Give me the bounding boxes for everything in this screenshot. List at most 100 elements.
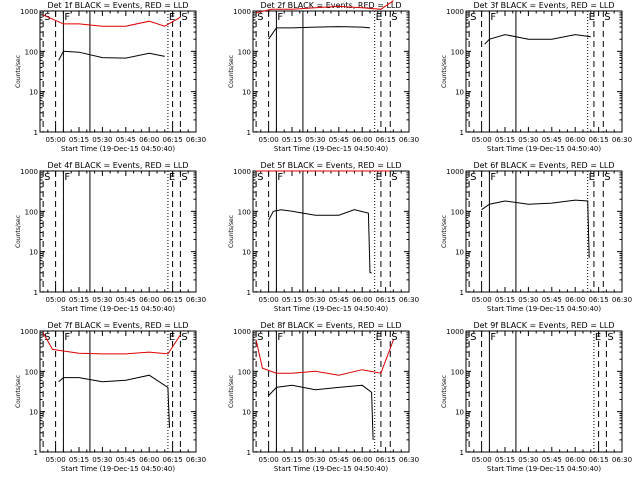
x-tick-label: 05:30 xyxy=(92,136,112,144)
marker-label: S xyxy=(470,332,476,343)
x-tick-label: 06:30 xyxy=(186,456,206,464)
y-tick-label: 10 xyxy=(29,89,38,97)
y-tick-label: 1 xyxy=(34,449,38,457)
marker-label: E xyxy=(169,332,175,343)
y-tick-label: 1000 xyxy=(20,8,38,16)
marker-label: F xyxy=(277,172,283,183)
x-tick-label: 05:30 xyxy=(92,296,112,304)
chart-title: Det 1f BLACK = Events, RED = LLD xyxy=(47,1,188,10)
chart-panel-2: Det 2f BLACK = Events, RED = LLD 1 10 100 10… xyxy=(228,0,419,153)
x-tick-label: 05:30 xyxy=(305,136,325,144)
x-tick-label: 05:45 xyxy=(329,456,349,464)
y-tick-label: 100 xyxy=(238,48,251,56)
chart-panel-6: Det 6f BLACK = Events, RED = LLD 1 10 100 10… xyxy=(441,161,632,313)
chart-panel-7: Det 7f BLACK = Events, RED = LLD 1 10 100 10… xyxy=(15,321,206,473)
x-tick-label: 05:30 xyxy=(518,296,538,304)
series-line-events xyxy=(58,374,170,428)
x-tick-label: 06:30 xyxy=(612,136,632,144)
y-axis-label: Counts/sec xyxy=(15,55,22,88)
marker-label: F xyxy=(277,12,283,23)
y-axis-label: Counts/sec xyxy=(441,215,448,248)
x-tick-label: 06:30 xyxy=(186,136,206,144)
marker-label: S xyxy=(604,172,610,183)
x-tick-label: 06:30 xyxy=(399,136,419,144)
x-tick-label: 06:00 xyxy=(565,456,585,464)
x-tick-label: 05:15 xyxy=(69,456,89,464)
x-tick-label: 06:30 xyxy=(612,456,632,464)
y-tick-label: 1000 xyxy=(446,8,464,16)
x-axis-label: Start Time (19-Dec-15 04:50:40) xyxy=(274,465,388,473)
y-tick-label: 10 xyxy=(29,249,38,257)
x-tick-label: 06:00 xyxy=(352,136,372,144)
series-line-events xyxy=(58,50,165,61)
marker-label: F xyxy=(490,12,496,23)
x-tick-label: 05:00 xyxy=(259,456,279,464)
y-tick-label: 10 xyxy=(455,249,464,257)
marker-label: E xyxy=(376,172,382,183)
y-tick-label: 100 xyxy=(25,368,38,376)
chart-title: Det 4f BLACK = Events, RED = LLD xyxy=(47,161,188,170)
chart-panel-1: Det 1f BLACK = Events, RED = LLD 1 10 100 10… xyxy=(15,1,206,153)
y-tick-label: 1000 xyxy=(446,328,464,336)
x-tick-label: 05:00 xyxy=(472,136,492,144)
x-axis-label: Start Time (19-Dec-15 04:50:40) xyxy=(487,465,601,473)
y-tick-label: 1000 xyxy=(233,328,251,336)
chart-title: Det 5f BLACK = Events, RED = LLD xyxy=(260,161,401,170)
x-tick-label: 05:00 xyxy=(46,136,66,144)
marker-label: S xyxy=(391,172,397,183)
y-tick-label: 10 xyxy=(242,249,251,257)
x-tick-label: 05:45 xyxy=(116,296,136,304)
x-tick-label: 05:45 xyxy=(329,296,349,304)
marker-label: E xyxy=(376,332,382,343)
x-tick-label: 05:30 xyxy=(305,456,325,464)
x-tick-label: 05:45 xyxy=(116,136,136,144)
x-tick-label: 05:45 xyxy=(542,296,562,304)
x-tick-label: 06:30 xyxy=(399,296,419,304)
y-axis-label: Counts/sec xyxy=(441,55,448,88)
marker-label: E xyxy=(589,172,595,183)
x-tick-label: 05:00 xyxy=(259,136,279,144)
x-tick-label: 05:15 xyxy=(495,296,515,304)
y-tick-label: 100 xyxy=(25,208,38,216)
series-line-events xyxy=(268,26,371,40)
chart-title: Det 6f BLACK = Events, RED = LLD xyxy=(473,161,614,170)
marker-label: S xyxy=(470,12,476,23)
series-line-lld xyxy=(255,339,394,376)
chart-title: Det 8f BLACK = Events, RED = LLD xyxy=(260,321,401,330)
x-tick-label: 06:00 xyxy=(352,456,372,464)
x-tick-label: 06:15 xyxy=(589,456,609,464)
x-tick-label: 05:45 xyxy=(542,136,562,144)
y-tick-label: 100 xyxy=(238,368,251,376)
marker-label: F xyxy=(64,172,70,183)
x-tick-label: 05:15 xyxy=(69,136,89,144)
y-axis-label: Counts/sec xyxy=(15,375,22,408)
x-tick-label: 05:00 xyxy=(46,456,66,464)
marker-label: S xyxy=(604,12,610,23)
x-tick-label: 05:30 xyxy=(305,296,325,304)
x-tick-label: 06:15 xyxy=(163,136,183,144)
x-tick-label: 05:00 xyxy=(46,296,66,304)
chart-title: Det 3f BLACK = Events, RED = LLD xyxy=(473,1,614,10)
y-tick-label: 10 xyxy=(455,89,464,97)
marker-label: S xyxy=(44,12,50,23)
x-tick-label: 05:00 xyxy=(472,296,492,304)
x-tick-label: 06:00 xyxy=(565,136,585,144)
y-tick-label: 10 xyxy=(29,409,38,417)
x-tick-label: 05:15 xyxy=(282,296,302,304)
x-tick-label: 05:00 xyxy=(472,456,492,464)
y-tick-label: 10 xyxy=(242,89,251,97)
x-tick-label: 05:45 xyxy=(542,456,562,464)
x-tick-label: 05:30 xyxy=(518,456,538,464)
marker-label: S xyxy=(257,172,263,183)
x-tick-label: 05:30 xyxy=(518,136,538,144)
marker-label: E xyxy=(376,12,382,23)
x-axis-label: Start Time (19-Dec-15 04:50:40) xyxy=(274,145,388,153)
x-tick-label: 06:00 xyxy=(352,296,372,304)
x-tick-label: 06:15 xyxy=(589,296,609,304)
x-tick-label: 05:15 xyxy=(495,136,515,144)
y-tick-label: 1 xyxy=(460,129,464,137)
series-line-lld xyxy=(255,0,394,14)
y-axis-label: Counts/sec xyxy=(228,375,235,408)
marker-label: F xyxy=(64,332,70,343)
x-tick-label: 05:15 xyxy=(282,456,302,464)
